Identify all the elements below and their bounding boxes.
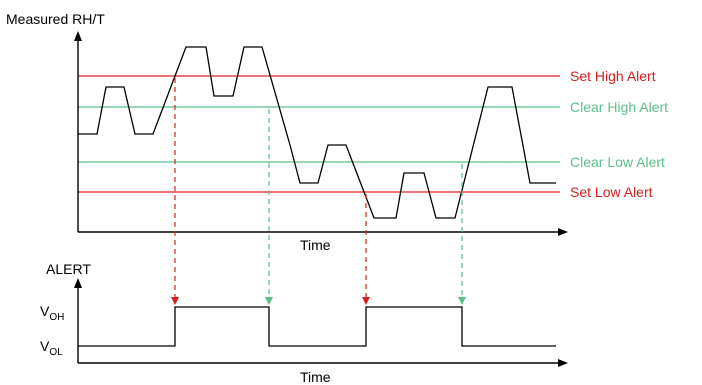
top-y-axis-label: Measured RH/T	[6, 11, 105, 27]
set-low-connector-arrow	[362, 297, 370, 305]
measured-signal-waveform	[78, 46, 556, 219]
clear-high-connector-arrow	[265, 297, 273, 305]
set-high-alert-label: Set High Alert	[570, 68, 656, 84]
bottom-x-axis-arrow	[558, 359, 568, 367]
voh-label: VOH	[40, 303, 64, 323]
alert-signal-waveform	[78, 306, 556, 347]
set-high-connector-arrow	[171, 297, 179, 305]
clear-high-alert-label: Clear High Alert	[570, 99, 668, 115]
set-low-alert-label: Set Low Alert	[570, 184, 653, 200]
clear-low-alert-label: Clear Low Alert	[570, 154, 665, 170]
bottom-y-axis-label: ALERT	[46, 261, 91, 277]
top-x-axis-arrow	[558, 228, 568, 236]
bottom-y-axis-arrow	[74, 278, 82, 288]
bottom-x-axis-label: Time	[300, 369, 331, 385]
clear-low-connector-arrow	[458, 297, 466, 305]
top-x-axis-label: Time	[300, 237, 331, 253]
top-y-axis-arrow	[74, 31, 82, 41]
vol-label: VOL	[40, 338, 63, 358]
